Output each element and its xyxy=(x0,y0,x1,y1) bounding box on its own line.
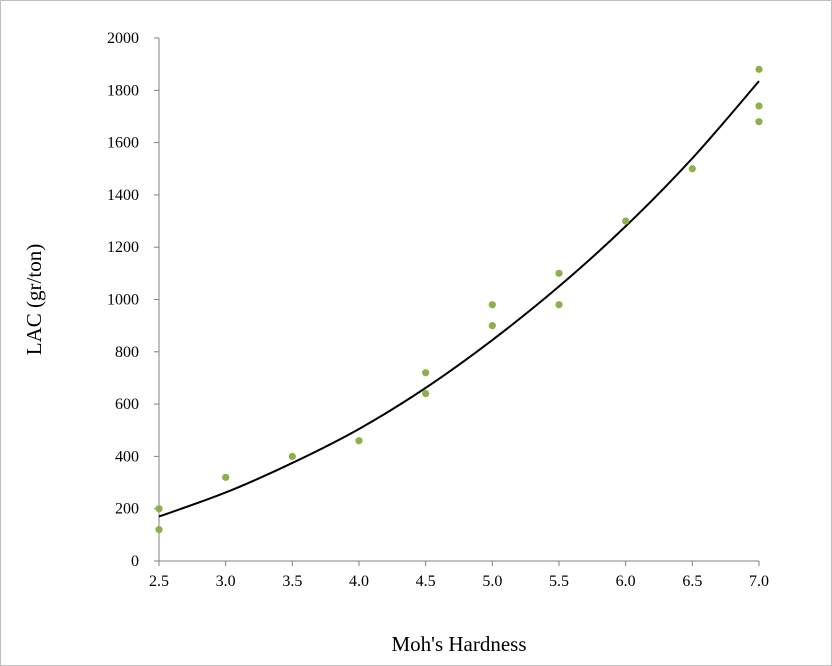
x-tick-label: 6.0 xyxy=(616,573,636,590)
y-tick-labels: 0 200 400 600 800 1000 1200 1400 1600 1800 2000 xyxy=(107,30,139,570)
x-tick-label: 5.5 xyxy=(549,573,569,590)
y-tick-label: 600 xyxy=(115,396,139,413)
data-point xyxy=(755,65,763,73)
x-tick-label: 2.5 xyxy=(149,573,169,590)
x-tick-label: 3.5 xyxy=(282,573,302,590)
data-point xyxy=(155,526,163,534)
y-tick-label: 200 xyxy=(115,501,139,518)
data-point xyxy=(422,369,430,377)
y-tick-label: 800 xyxy=(115,344,139,361)
data-point xyxy=(755,102,763,110)
x-axis-title: Moh's Hardness xyxy=(391,632,526,656)
x-tick-labels: 2.5 3.0 3.5 4.0 4.5 5.0 5.5 6.0 6.5 7.0 xyxy=(149,573,769,590)
y-tick-label: 1800 xyxy=(107,82,139,99)
y-axis-title: LAC (gr/ton) xyxy=(22,244,46,355)
data-point xyxy=(155,505,163,513)
trendline xyxy=(158,80,760,518)
y-tick-label: 1600 xyxy=(107,135,139,152)
data-point xyxy=(555,301,563,309)
x-tick-label: 4.0 xyxy=(349,573,369,590)
data-point xyxy=(488,301,496,309)
data-point xyxy=(755,118,763,126)
tick-marks xyxy=(154,37,760,566)
data-point xyxy=(355,437,363,445)
data-point xyxy=(222,473,230,481)
x-tick-label: 7.0 xyxy=(749,573,769,590)
data-point xyxy=(288,452,296,460)
x-tick-label: 6.5 xyxy=(682,573,702,590)
y-tick-label: 400 xyxy=(115,448,139,465)
y-tick-label: 0 xyxy=(131,553,139,570)
data-point xyxy=(555,269,563,277)
y-tick-label: 2000 xyxy=(107,30,139,47)
y-tick-label: 1200 xyxy=(107,239,139,256)
x-tick-label: 4.5 xyxy=(416,573,436,590)
data-points xyxy=(155,65,763,534)
y-tick-label: 1000 xyxy=(107,292,139,309)
data-point xyxy=(488,322,496,330)
x-tick-label: 3.0 xyxy=(216,573,236,590)
data-point xyxy=(622,217,630,225)
data-point xyxy=(688,165,696,173)
x-tick-label: 5.0 xyxy=(482,573,502,590)
data-point xyxy=(422,390,430,398)
y-tick-label: 1400 xyxy=(107,187,139,204)
